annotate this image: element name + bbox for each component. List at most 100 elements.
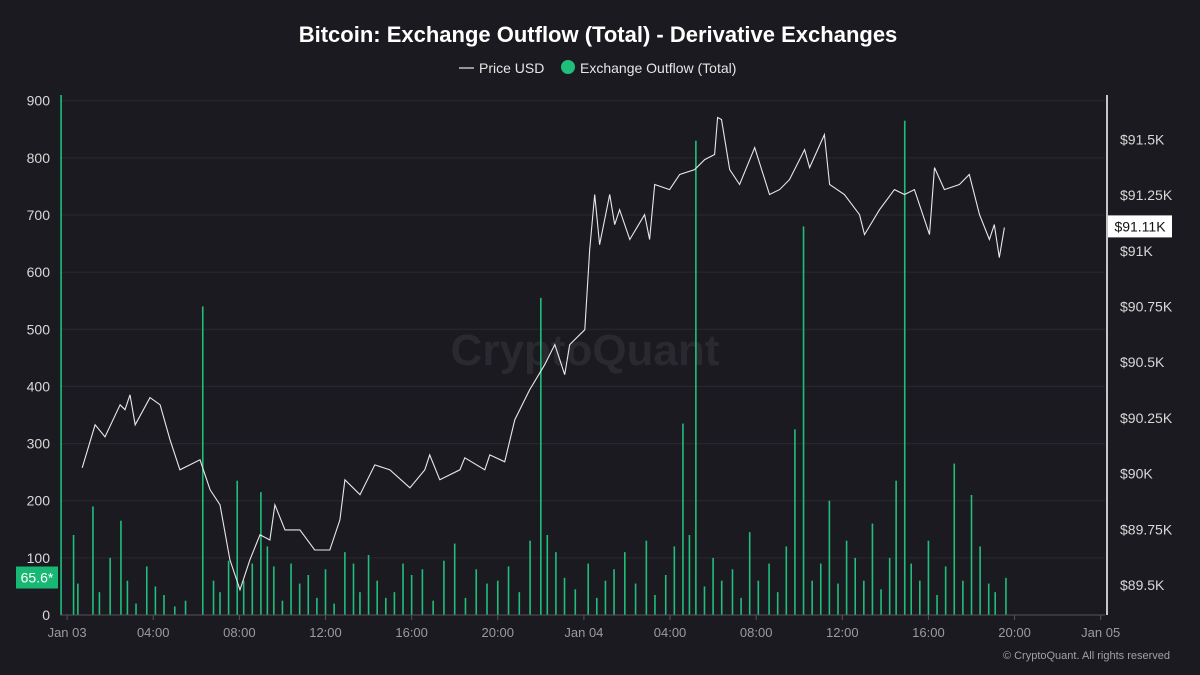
outflow-bar: [587, 563, 590, 615]
outflow-bar: [60, 95, 62, 615]
outflow-bar: [895, 480, 897, 615]
x-tick-label: 20:00: [481, 625, 514, 640]
outflow-bar: [154, 586, 157, 615]
left-tick-label: 200: [27, 493, 51, 509]
outflow-bar: [359, 592, 361, 615]
outflow-bar: [1005, 577, 1007, 615]
right-tick-label: $91.5K: [1120, 132, 1165, 148]
outflow-bar: [135, 603, 137, 615]
x-tick-label: 16:00: [395, 625, 428, 640]
outflow-bar: [184, 600, 187, 615]
outflow-bar: [260, 492, 262, 615]
outflow-bar: [944, 566, 947, 615]
outflow-bar: [819, 563, 822, 615]
outflow-bar: [919, 580, 921, 615]
outflow-bar: [811, 580, 813, 615]
outflow-bar: [126, 580, 129, 615]
outflow-bar: [281, 600, 284, 615]
outflow-bar: [316, 597, 318, 615]
outflow-bar: [695, 140, 697, 615]
outflow-bar: [92, 506, 94, 615]
outflow-bar: [604, 580, 607, 615]
outflow-bar: [77, 583, 79, 615]
outflow-bar: [421, 569, 424, 615]
outflow-bar: [654, 595, 656, 615]
x-tick-label: 20:00: [998, 625, 1031, 640]
outflow-bar: [496, 580, 499, 615]
left-tick-label: 700: [27, 207, 51, 223]
outflow-bar: [540, 297, 542, 615]
x-tick-label: 16:00: [912, 625, 945, 640]
outflow-bar: [927, 540, 930, 615]
x-tick-label: Jan 04: [564, 625, 603, 640]
outflow-bar: [324, 569, 327, 615]
outflow-bar: [828, 500, 831, 615]
x-axis: Jan 03 04:00 08:00 12:00 16:00 20:00 Jan 04 04:…: [48, 615, 1120, 640]
outflow-bar: [785, 546, 788, 615]
x-tick-label: Jan 05: [1081, 625, 1120, 640]
current-outflow-label: 65.6*: [21, 570, 54, 586]
outflow-bar: [227, 560, 230, 615]
outflow-bar: [486, 583, 488, 615]
outflow-bar: [352, 563, 355, 615]
outflow-bar: [563, 577, 566, 615]
outflow-bar: [333, 603, 335, 615]
right-axis: $89.5K $89.75K $90K $90.25K $90.5K $90.75K $91…: [1120, 132, 1173, 593]
outflow-bar: [402, 563, 404, 615]
x-tick-label: 04:00: [137, 625, 170, 640]
outflow-bar: [757, 580, 760, 615]
outflow-bar: [645, 540, 648, 615]
outflow-bar: [613, 569, 615, 615]
outflow-bar: [443, 560, 445, 615]
outflow-bar: [688, 535, 691, 615]
outflow-bar: [987, 583, 990, 615]
outflow-bar: [367, 555, 370, 615]
outflow-bar: [518, 592, 521, 615]
right-tick-label: $90.5K: [1120, 354, 1165, 370]
outflow-bar: [529, 540, 531, 615]
legend-price[interactable]: Price USD: [479, 60, 544, 76]
outflow-bar: [344, 552, 346, 615]
left-tick-label: 900: [27, 93, 51, 109]
outflow-bar: [120, 520, 122, 615]
outflow-bar: [837, 583, 839, 615]
outflow-bar: [854, 557, 857, 615]
price-line: [81, 116, 1005, 592]
outflow-bar: [432, 600, 434, 615]
outflow-bar: [802, 226, 805, 615]
outflow-bar: [555, 552, 557, 615]
outflow-bar: [273, 566, 275, 615]
x-tick-label: 12:00: [826, 625, 859, 640]
outflow-bar: [871, 523, 874, 615]
current-price-marker: $91.11K: [1108, 215, 1172, 238]
outflow-bar: [393, 592, 396, 615]
outflow-bar: [748, 532, 751, 615]
outflow-bar: [845, 540, 848, 615]
x-tick-label: 08:00: [223, 625, 256, 640]
outflow-bar: [410, 575, 413, 615]
right-tick-label: $90.25K: [1120, 410, 1173, 426]
outflow-bar: [453, 543, 456, 615]
right-tick-label: $91K: [1120, 243, 1153, 259]
left-tick-label: 400: [27, 378, 51, 394]
right-tick-label: $91.25K: [1120, 187, 1173, 203]
outflow-bar: [794, 429, 796, 615]
outflow-bar: [384, 597, 387, 615]
outflow-bar: [740, 597, 742, 615]
right-tick-label: $89.75K: [1120, 521, 1173, 537]
left-tick-label: 500: [27, 321, 51, 337]
outflow-bar: [72, 535, 75, 615]
outflow-bar: [768, 563, 770, 615]
outflow-bar: [242, 580, 245, 615]
legend-outflow[interactable]: Exchange Outflow (Total): [580, 60, 736, 76]
outflow-bar: [880, 589, 882, 615]
x-tick-label: 12:00: [309, 625, 342, 640]
outflow-bar: [664, 575, 667, 615]
left-axis: 0 100 200 300 400 500 600 700 800 900: [27, 93, 51, 623]
outflow-bar: [888, 557, 891, 615]
gridlines: [60, 100, 1105, 559]
right-tick-label: $89.5K: [1120, 577, 1165, 593]
outflow-bar: [298, 583, 301, 615]
left-tick-label: 300: [27, 436, 51, 452]
